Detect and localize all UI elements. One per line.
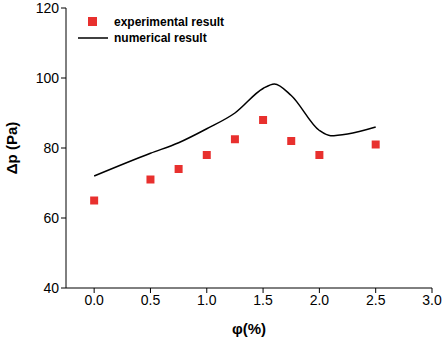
svg-text:1.5: 1.5 bbox=[253, 292, 273, 308]
svg-text:Δp (Pa): Δp (Pa) bbox=[8, 122, 20, 174]
svg-text:1.0: 1.0 bbox=[197, 292, 217, 308]
svg-text:2.0: 2.0 bbox=[310, 292, 330, 308]
svg-text:0.5: 0.5 bbox=[141, 292, 161, 308]
svg-text:120: 120 bbox=[36, 0, 60, 16]
html-text:experimental result: experimental result bbox=[114, 15, 224, 29]
html-text:numerical result: numerical result bbox=[114, 31, 207, 45]
svg-text:60: 60 bbox=[43, 210, 59, 226]
svg-text:80: 80 bbox=[43, 140, 59, 156]
svg-text:0.0: 0.0 bbox=[84, 292, 104, 308]
svg-text:3.0: 3.0 bbox=[422, 292, 439, 308]
svg-text:40: 40 bbox=[43, 280, 59, 296]
svg-text:100: 100 bbox=[36, 70, 60, 86]
svg-text:φ(%): φ(%) bbox=[232, 320, 266, 337]
svg-text:2.5: 2.5 bbox=[366, 292, 386, 308]
